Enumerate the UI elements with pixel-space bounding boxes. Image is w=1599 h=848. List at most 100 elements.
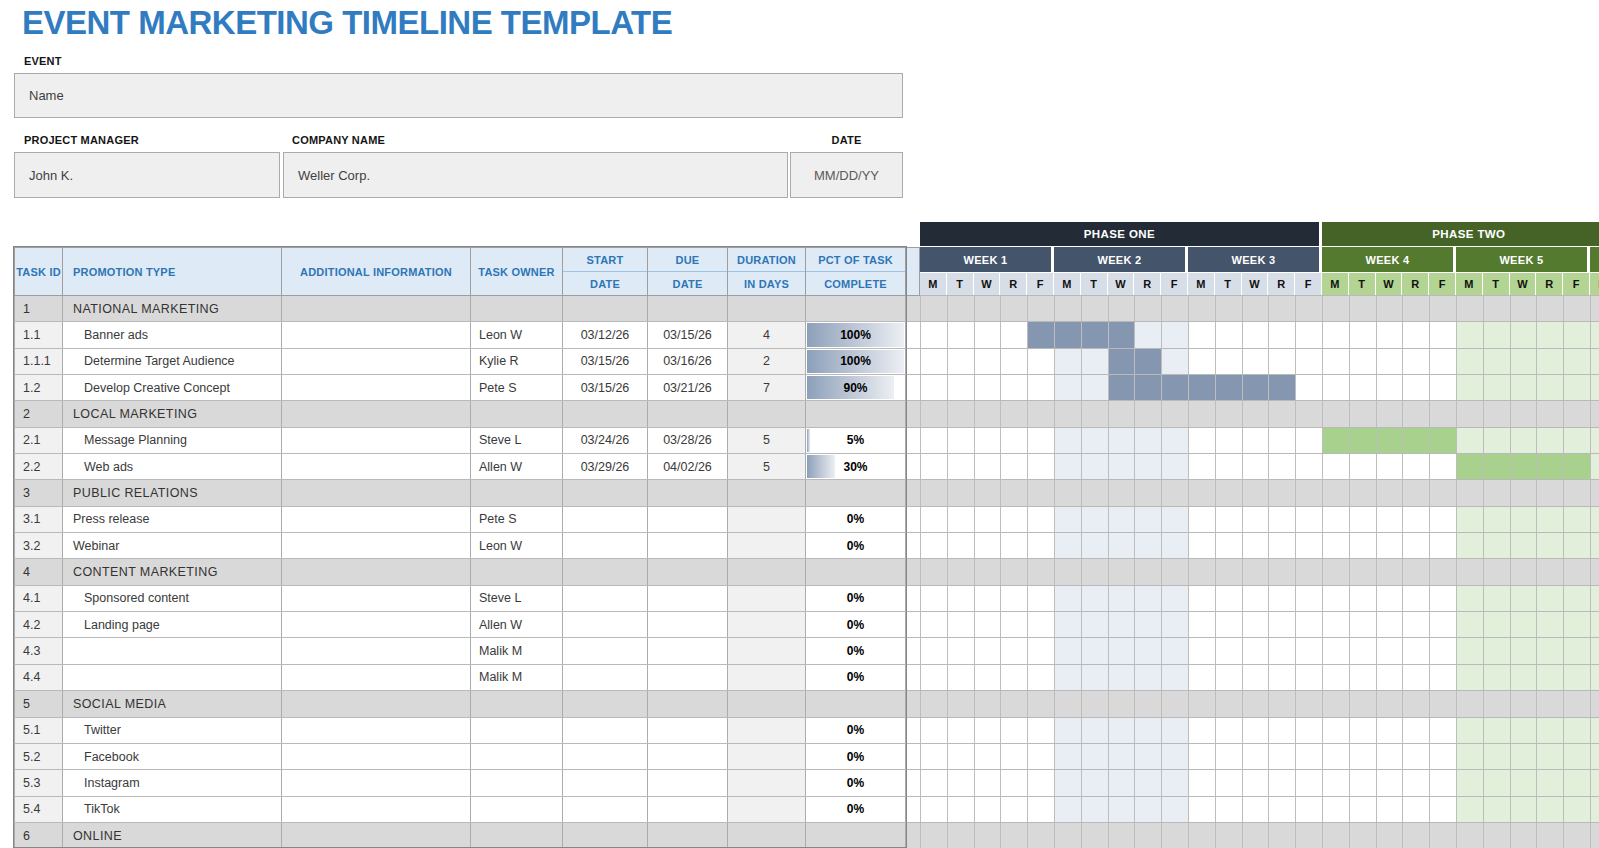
- gantt-day-cell[interactable]: [975, 612, 1001, 637]
- gantt-day-cell[interactable]: [1564, 375, 1590, 400]
- gantt-day-cell[interactable]: [1028, 454, 1054, 479]
- gantt-day-cell[interactable]: [1537, 586, 1563, 611]
- gantt-day-cell[interactable]: [1484, 322, 1510, 347]
- gantt-day-cell[interactable]: [921, 770, 947, 795]
- gantt-day-cell[interactable]: [1269, 718, 1295, 743]
- gantt-day-cell[interactable]: [1430, 586, 1456, 611]
- gantt-day-cell[interactable]: [948, 454, 974, 479]
- duration-cell[interactable]: [728, 533, 805, 558]
- gantt-day-cell[interactable]: [1484, 533, 1510, 558]
- gantt-day-cell[interactable]: [1162, 612, 1188, 637]
- gantt-day-cell[interactable]: [1403, 665, 1429, 690]
- gantt-day-cell[interactable]: [1457, 612, 1483, 637]
- pct-complete-cell[interactable]: [806, 823, 905, 848]
- task-owner-cell[interactable]: Malik M: [471, 665, 562, 690]
- gantt-day-cell[interactable]: [1591, 428, 1599, 453]
- gantt-day-cell[interactable]: [1296, 480, 1322, 505]
- gantt-day-cell[interactable]: [1403, 797, 1429, 822]
- gantt-day-cell[interactable]: [1269, 797, 1295, 822]
- gantt-day-cell[interactable]: [1564, 638, 1590, 663]
- gantt-day-cell[interactable]: [1135, 638, 1161, 663]
- start-date-cell[interactable]: [563, 638, 647, 663]
- gantt-day-cell[interactable]: [1028, 480, 1054, 505]
- gantt-day-cell[interactable]: [975, 638, 1001, 663]
- date-input[interactable]: MM/DD/YY: [790, 152, 903, 198]
- gantt-day-cell[interactable]: [1243, 454, 1269, 479]
- task-id-cell[interactable]: 5.1: [15, 718, 62, 743]
- gantt-day-cell[interactable]: [1377, 638, 1403, 663]
- gantt-day-cell[interactable]: [1430, 349, 1456, 374]
- gantt-day-cell[interactable]: [1430, 480, 1456, 505]
- gantt-day-cell[interactable]: [1001, 665, 1027, 690]
- gantt-day-cell[interactable]: [1296, 559, 1322, 584]
- due-date-cell[interactable]: [648, 744, 727, 769]
- gantt-day-cell[interactable]: [1135, 665, 1161, 690]
- due-date-cell[interactable]: [648, 401, 727, 426]
- promotion-type-cell[interactable]: Determine Target Audience: [63, 349, 281, 374]
- gantt-day-cell[interactable]: [1403, 718, 1429, 743]
- gantt-day-cell[interactable]: [1243, 296, 1269, 321]
- gantt-day-cell[interactable]: [1591, 691, 1599, 716]
- gantt-day-cell[interactable]: [1511, 638, 1537, 663]
- task-id-cell[interactable]: 5.3: [15, 770, 62, 795]
- gantt-day-cell[interactable]: [1055, 797, 1081, 822]
- gantt-day-cell[interactable]: [1269, 375, 1295, 400]
- gantt-day-cell[interactable]: [1350, 770, 1376, 795]
- gantt-day-cell[interactable]: [1323, 428, 1349, 453]
- gantt-day-cell[interactable]: [1243, 638, 1269, 663]
- duration-cell[interactable]: [728, 296, 805, 321]
- gantt-day-cell[interactable]: [1269, 770, 1295, 795]
- pct-complete-cell[interactable]: 0%: [806, 744, 905, 769]
- gantt-day-cell[interactable]: [1403, 349, 1429, 374]
- additional-information-cell[interactable]: [282, 823, 470, 848]
- gantt-day-cell[interactable]: [1135, 533, 1161, 558]
- gantt-day-cell[interactable]: [1537, 665, 1563, 690]
- gantt-day-cell[interactable]: [1296, 375, 1322, 400]
- gantt-day-cell[interactable]: [1457, 454, 1483, 479]
- gantt-day-cell[interactable]: [1135, 612, 1161, 637]
- gantt-day-cell[interactable]: [1001, 823, 1027, 848]
- gantt-day-cell[interactable]: [1001, 770, 1027, 795]
- task-owner-cell[interactable]: Pete S: [471, 507, 562, 532]
- gantt-day-cell[interactable]: [1189, 823, 1215, 848]
- gantt-day-cell[interactable]: [1082, 559, 1108, 584]
- gantt-day-cell[interactable]: [948, 375, 974, 400]
- gantt-day-cell[interactable]: [1243, 823, 1269, 848]
- start-date-cell[interactable]: 03/15/26: [563, 349, 647, 374]
- gantt-day-cell[interactable]: [1430, 638, 1456, 663]
- gantt-day-cell[interactable]: [1323, 586, 1349, 611]
- due-date-cell[interactable]: [648, 770, 727, 795]
- due-date-cell[interactable]: [648, 586, 727, 611]
- gantt-day-cell[interactable]: [1001, 612, 1027, 637]
- gantt-day-cell[interactable]: [1296, 823, 1322, 848]
- gantt-day-cell[interactable]: [1430, 454, 1456, 479]
- gantt-day-cell[interactable]: [1350, 349, 1376, 374]
- gantt-day-cell[interactable]: [1162, 428, 1188, 453]
- gantt-day-cell[interactable]: [1377, 744, 1403, 769]
- task-id-cell[interactable]: 4.1: [15, 586, 62, 611]
- task-owner-cell[interactable]: Leon W: [471, 322, 562, 347]
- gantt-day-cell[interactable]: [1484, 691, 1510, 716]
- start-date-cell[interactable]: [563, 665, 647, 690]
- gantt-day-cell[interactable]: [1511, 823, 1537, 848]
- pct-complete-cell[interactable]: 0%: [806, 507, 905, 532]
- gantt-day-cell[interactable]: [921, 612, 947, 637]
- gantt-day-cell[interactable]: [1591, 612, 1599, 637]
- gantt-day-cell[interactable]: [1001, 691, 1027, 716]
- gantt-day-cell[interactable]: [1082, 665, 1108, 690]
- gantt-day-cell[interactable]: [948, 797, 974, 822]
- gantt-day-cell[interactable]: [1564, 691, 1590, 716]
- gantt-day-cell[interactable]: [948, 586, 974, 611]
- start-date-cell[interactable]: [563, 612, 647, 637]
- additional-information-cell[interactable]: [282, 718, 470, 743]
- gantt-day-cell[interactable]: [1350, 454, 1376, 479]
- gantt-day-cell[interactable]: [1484, 744, 1510, 769]
- gantt-day-cell[interactable]: [1323, 296, 1349, 321]
- additional-information-cell[interactable]: [282, 533, 470, 558]
- duration-cell[interactable]: [728, 401, 805, 426]
- gantt-day-cell[interactable]: [1484, 401, 1510, 426]
- gantt-day-cell[interactable]: [921, 454, 947, 479]
- gantt-day-cell[interactable]: [1511, 349, 1537, 374]
- gantt-day-cell[interactable]: [1055, 507, 1081, 532]
- gantt-day-cell[interactable]: [948, 559, 974, 584]
